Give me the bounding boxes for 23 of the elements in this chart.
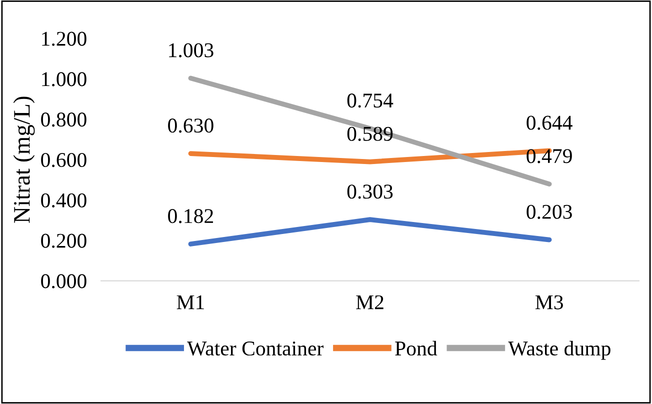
data-label: 0.754 [347, 94, 394, 108]
data-label: 1.003 [169, 43, 214, 58]
x-tick-label: M2 [356, 295, 384, 310]
y-tick-label: 0.200 [41, 234, 86, 248]
data-label: 0.589 [347, 126, 393, 141]
y-axis-title: Nitrat (mg/L) [13, 96, 35, 223]
data-label: 0.182 [168, 209, 213, 224]
y-tick-label: 0.600 [41, 152, 86, 168]
data-label: 0.479 [526, 149, 572, 164]
y-tick-label: 0.400 [41, 193, 86, 208]
data-label: 0.630 [168, 118, 214, 133]
y-tick-label: 1.200 [42, 32, 86, 46]
legend-label: Waste dump [508, 340, 610, 360]
legend-label: Pond [395, 340, 438, 356]
data-label: 0.203 [526, 204, 572, 219]
legend-label: Water Container [187, 342, 324, 356]
y-tick-label: 0.800 [41, 112, 86, 127]
x-tick-label: M3 [535, 295, 563, 310]
data-label: 0.644 [526, 116, 572, 130]
y-tick-label: 1.000 [42, 72, 86, 86]
y-tick-label: 0.000 [41, 274, 86, 288]
data-label: 0.303 [347, 184, 393, 199]
x-tick-label: M1 [176, 295, 204, 310]
